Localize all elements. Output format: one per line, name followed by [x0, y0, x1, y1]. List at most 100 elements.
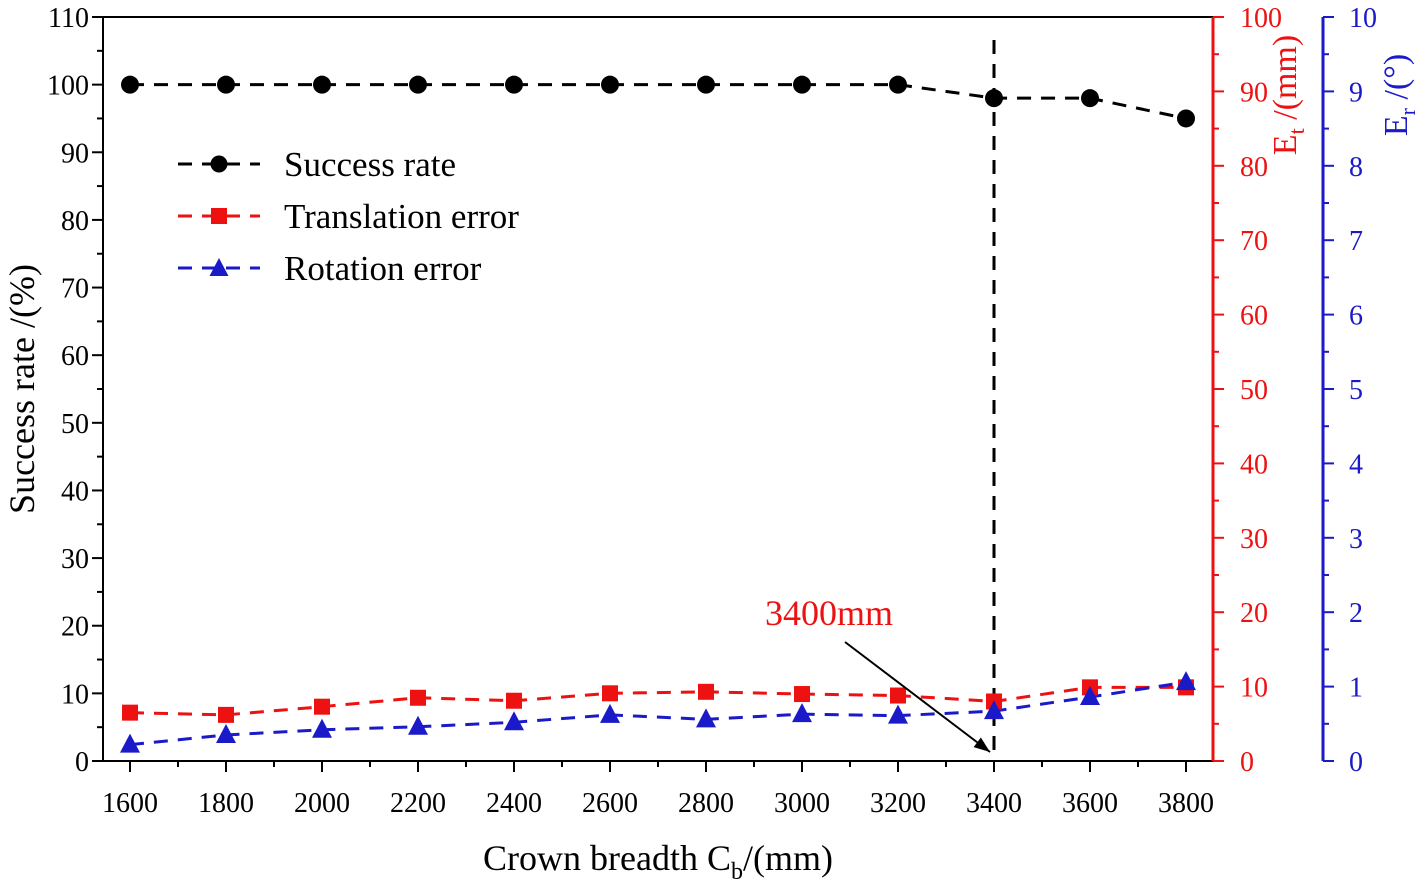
y-left-tick-label: 70 [61, 274, 89, 305]
data-point-circle [1177, 109, 1195, 128]
data-point-square [314, 698, 330, 715]
series-lines [129, 83, 1187, 747]
x-tick-label: 2400 [486, 788, 542, 819]
x-tick-label: 3800 [1158, 788, 1214, 819]
data-point-square [890, 687, 906, 704]
axis-tick-labels: 1600 1800 2000 2200 2400 2600 2800 3000 3200 3400… [47, 3, 1377, 819]
data-point-circle [121, 75, 139, 94]
data-point-circle [793, 75, 811, 94]
data-point-triangle [888, 704, 908, 724]
series-line [130, 83, 1187, 120]
data-point-square [218, 706, 234, 723]
y-right2-tick-label: 8 [1349, 152, 1363, 183]
data-point-circle [889, 75, 907, 94]
y-left-tick-label: 80 [61, 206, 89, 237]
y-right1-tick-label: 40 [1240, 449, 1268, 480]
data-point-circle [409, 75, 427, 94]
y-left-tick-label: 90 [61, 138, 89, 169]
x-axis-title: Crown breadth Cb/(mm) [483, 838, 833, 885]
annotation-arrow [844, 641, 991, 753]
data-point-square [506, 692, 522, 709]
data-point-triangle [792, 703, 812, 723]
data-point-triangle [984, 700, 1004, 720]
data-point-triangle [696, 708, 716, 728]
y-left-tick-label: 20 [61, 612, 89, 643]
y-right2-axis-title: Er /(°) [1378, 54, 1420, 136]
legend-marker-square [211, 208, 227, 224]
y-right1-tick-label: 80 [1240, 152, 1268, 183]
y-right2-tick-label: 0 [1349, 747, 1363, 778]
x-tick-label: 3200 [870, 788, 926, 819]
annotation-arrowhead [973, 737, 990, 752]
x-tick-label: 3000 [774, 788, 830, 819]
data-point-square [410, 689, 426, 706]
legend: Success rate Translation error Rotation … [178, 145, 519, 288]
data-point-triangle [1176, 671, 1196, 691]
y-right2-tick-label: 7 [1349, 226, 1363, 257]
x-tick-label: 2800 [678, 788, 734, 819]
data-point-square [602, 685, 618, 702]
annotation-label: 3400mm [765, 593, 893, 633]
y-left-tick-label: 100 [47, 71, 89, 102]
data-point-triangle [504, 711, 524, 731]
y-left-tick-label: 10 [61, 679, 89, 710]
series-line [129, 680, 1187, 747]
y-right1-axis-title: Et /(mm) [1267, 35, 1309, 155]
y-right1-tick-label: 0 [1240, 747, 1254, 778]
x-tick-label: 2000 [294, 788, 350, 819]
data-point-square [122, 704, 138, 721]
data-point-circle [217, 75, 235, 94]
y-right1-tick-label: 100 [1240, 3, 1282, 34]
legend-label-translation: Translation error [284, 197, 519, 236]
legend-marker-circle [210, 155, 228, 173]
y-right1-tick-label: 20 [1240, 598, 1268, 629]
data-point-triangle [216, 723, 236, 743]
annotation: 3400mm [765, 593, 991, 753]
legend-marker-triangle [209, 258, 229, 276]
y-right2-tick-label: 6 [1349, 301, 1363, 332]
y-left-tick-label: 30 [61, 544, 89, 575]
y-right1-tick-label: 90 [1240, 77, 1268, 108]
data-point-square [698, 683, 714, 700]
plot-frame [102, 16, 1325, 762]
y-left-tick-label: 50 [61, 409, 89, 440]
axis-ticks [92, 16, 1334, 772]
legend-label-rotation: Rotation error [284, 249, 482, 288]
data-point-triangle [312, 718, 332, 738]
y-right1-tick-label: 60 [1240, 301, 1268, 332]
data-point-triangle [600, 703, 620, 723]
legend-label-success: Success rate [284, 145, 456, 184]
data-point-circle [697, 75, 715, 94]
x-tick-label: 3600 [1062, 788, 1118, 819]
y-right1-tick-label: 70 [1240, 226, 1268, 257]
series-line [129, 685, 1186, 717]
x-tick-label: 1600 [102, 788, 158, 819]
data-point-circle [313, 75, 331, 94]
x-tick-label: 3400 [966, 788, 1022, 819]
data-point-circle [1081, 89, 1099, 108]
data-point-triangle [408, 715, 428, 735]
y-right2-tick-label: 1 [1349, 673, 1363, 704]
y-left-tick-label: 40 [61, 476, 89, 507]
y-right2-tick-label: 10 [1349, 3, 1377, 34]
y-left-tick-label: 110 [48, 3, 89, 34]
y-right2-tick-label: 2 [1349, 598, 1363, 629]
y-right1-tick-label: 30 [1240, 524, 1268, 555]
series-markers [120, 75, 1196, 753]
y-right1-tick-label: 50 [1240, 375, 1268, 406]
x-tick-label: 2200 [390, 788, 446, 819]
data-point-triangle [120, 733, 140, 753]
y-right2-tick-label: 9 [1349, 77, 1363, 108]
y-right2-tick-label: 3 [1349, 524, 1363, 555]
y-left-tick-label: 0 [75, 747, 89, 778]
data-point-triangle [1080, 686, 1100, 706]
y-right2-tick-label: 4 [1349, 449, 1363, 480]
y-left-tick-label: 60 [61, 341, 89, 372]
data-point-square [794, 686, 810, 703]
data-point-circle [505, 75, 523, 94]
y-right1-tick-label: 10 [1240, 673, 1268, 704]
y-right2-tick-label: 5 [1349, 375, 1363, 406]
y-left-axis-title: Success rate /(%) [2, 264, 42, 514]
x-tick-label: 1800 [198, 788, 254, 819]
